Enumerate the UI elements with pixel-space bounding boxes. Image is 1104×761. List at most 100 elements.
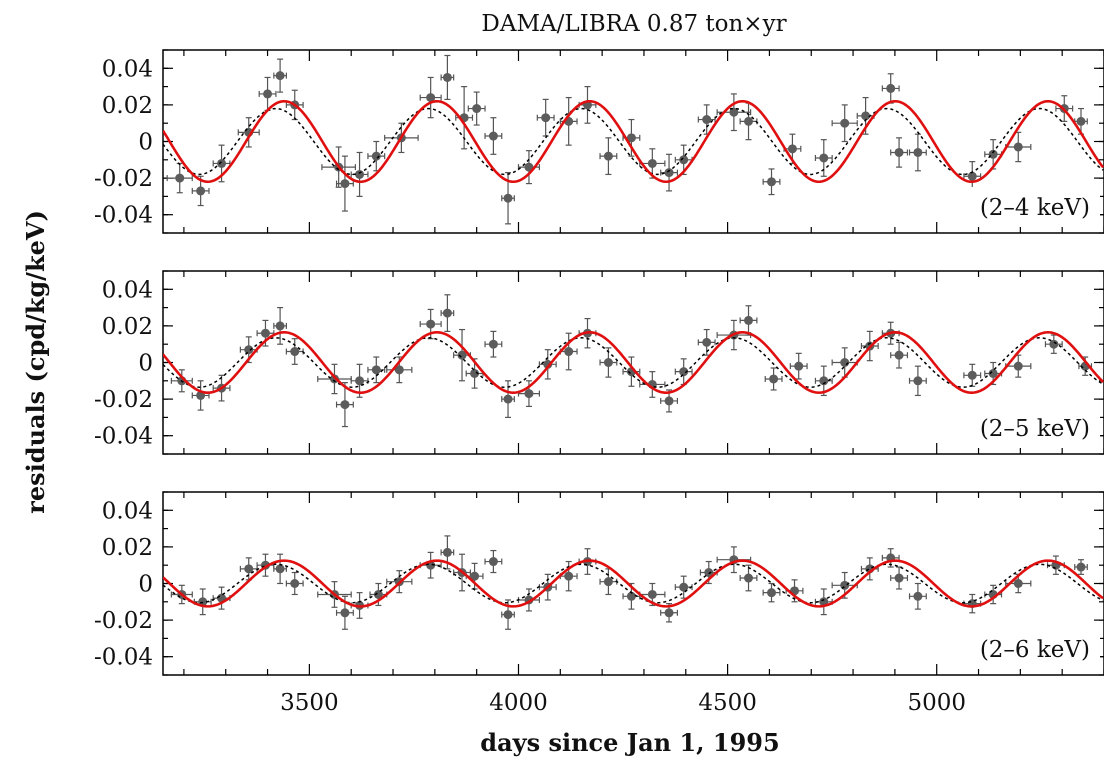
data-point bbox=[840, 580, 850, 590]
data-point bbox=[1013, 142, 1023, 152]
data-point bbox=[263, 89, 273, 99]
data-point bbox=[679, 367, 689, 377]
data-point bbox=[603, 151, 613, 161]
data-point bbox=[442, 308, 452, 318]
y-tick-label: 0.02 bbox=[102, 535, 153, 561]
y-tick-label: -0.04 bbox=[94, 203, 153, 229]
energy-range-label: (2–6 keV) bbox=[980, 637, 1090, 663]
data-point bbox=[290, 579, 300, 588]
data-point bbox=[664, 608, 674, 618]
data-point bbox=[373, 589, 383, 599]
data-point bbox=[988, 368, 998, 378]
data-point bbox=[340, 179, 350, 189]
data-points bbox=[166, 54, 1088, 225]
data-point bbox=[371, 151, 381, 161]
data-point bbox=[488, 557, 498, 567]
data-point bbox=[355, 169, 365, 179]
data-point bbox=[275, 564, 285, 574]
data-point bbox=[894, 573, 904, 583]
dotted-fit-curve bbox=[163, 107, 1104, 176]
data-point bbox=[503, 394, 513, 404]
y-tick-label: -0.02 bbox=[94, 387, 153, 413]
data-point bbox=[543, 359, 553, 369]
dotted-fit-curve bbox=[163, 337, 1104, 388]
y-tick-label: -0.04 bbox=[94, 645, 153, 671]
data-point bbox=[340, 400, 350, 410]
data-points bbox=[170, 535, 1088, 630]
data-point bbox=[196, 186, 206, 196]
panel-3: 0.04 0.02 0 -0.02 -0.04 3500 4000 4500 5000 (2–6 … bbox=[94, 491, 1104, 716]
data-point bbox=[1076, 116, 1086, 126]
data-point bbox=[679, 582, 689, 592]
data-point bbox=[702, 337, 712, 347]
y-tick-label: -0.04 bbox=[94, 424, 153, 450]
y-tick-label: 0 bbox=[138, 130, 153, 156]
data-point bbox=[426, 319, 436, 329]
range-label-bg bbox=[948, 187, 1100, 227]
data-point bbox=[541, 113, 551, 123]
data-point bbox=[524, 389, 534, 399]
y-tick-label: -0.02 bbox=[94, 166, 153, 192]
data-point bbox=[442, 547, 452, 557]
panel-1: 0.04 0.02 0 -0.02 -0.04 (2–4 keV) bbox=[94, 49, 1104, 234]
data-point bbox=[704, 568, 714, 578]
data-point bbox=[794, 361, 804, 371]
data-point bbox=[679, 155, 689, 165]
data-point bbox=[894, 147, 904, 157]
y-tick-label: 0.04 bbox=[102, 498, 153, 524]
data-point bbox=[217, 158, 227, 168]
data-point bbox=[472, 104, 482, 114]
data-point bbox=[503, 193, 513, 203]
data-point bbox=[603, 577, 613, 587]
data-point bbox=[664, 396, 674, 406]
data-point bbox=[1013, 361, 1023, 371]
data-point bbox=[340, 608, 350, 618]
data-point bbox=[457, 350, 467, 360]
data-point bbox=[886, 83, 896, 93]
data-point bbox=[729, 107, 739, 117]
y-tick-label: 0.04 bbox=[102, 56, 153, 82]
data-point bbox=[647, 158, 657, 168]
data-point bbox=[275, 321, 285, 331]
chart-title: DAMA/LIBRA 0.87 ton×yr bbox=[481, 11, 786, 37]
y-tick-label: 0 bbox=[138, 351, 153, 377]
data-point bbox=[819, 376, 829, 386]
red-fit-curve bbox=[163, 331, 1104, 394]
data-point bbox=[702, 115, 712, 125]
data-point bbox=[894, 350, 904, 360]
data-point bbox=[355, 376, 365, 386]
data-point bbox=[275, 71, 285, 81]
data-point bbox=[470, 368, 480, 378]
data-point bbox=[1013, 579, 1023, 588]
panel-2: 0.04 0.02 0 -0.02 -0.04 (2–5 keV) bbox=[94, 270, 1104, 455]
x-tick-label: 3500 bbox=[280, 690, 339, 716]
red-fit-curve bbox=[163, 99, 1104, 184]
data-point bbox=[767, 177, 777, 187]
data-point bbox=[442, 72, 452, 82]
x-tick-label: 4000 bbox=[489, 690, 548, 716]
data-point bbox=[503, 610, 513, 620]
data-point bbox=[626, 133, 636, 143]
data-point bbox=[861, 111, 871, 121]
x-tick-label: 4500 bbox=[698, 690, 757, 716]
data-point bbox=[913, 147, 923, 157]
data-point bbox=[1049, 339, 1059, 349]
data-point bbox=[470, 571, 480, 581]
data-point bbox=[913, 376, 923, 386]
x-axis-label: days since Jan 1, 1995 bbox=[480, 728, 779, 757]
data-point bbox=[1076, 562, 1086, 572]
chart-panels: 0.04 0.02 0 -0.02 -0.04 (2–4 keV) 0.04 0.02 0 -0.… bbox=[94, 49, 1104, 716]
data-point bbox=[371, 365, 381, 375]
data-point bbox=[394, 365, 404, 375]
data-point bbox=[524, 162, 534, 172]
y-axis-label: residuals (cpd/kg/keV) bbox=[21, 210, 50, 514]
data-point bbox=[840, 118, 850, 128]
dotted-fit-curve bbox=[163, 563, 1104, 604]
data-point bbox=[175, 173, 185, 183]
data-point bbox=[819, 153, 829, 163]
data-point bbox=[913, 591, 923, 601]
energy-range-label: (2–5 keV) bbox=[980, 416, 1090, 442]
data-points bbox=[170, 294, 1093, 428]
data-point bbox=[244, 345, 254, 355]
